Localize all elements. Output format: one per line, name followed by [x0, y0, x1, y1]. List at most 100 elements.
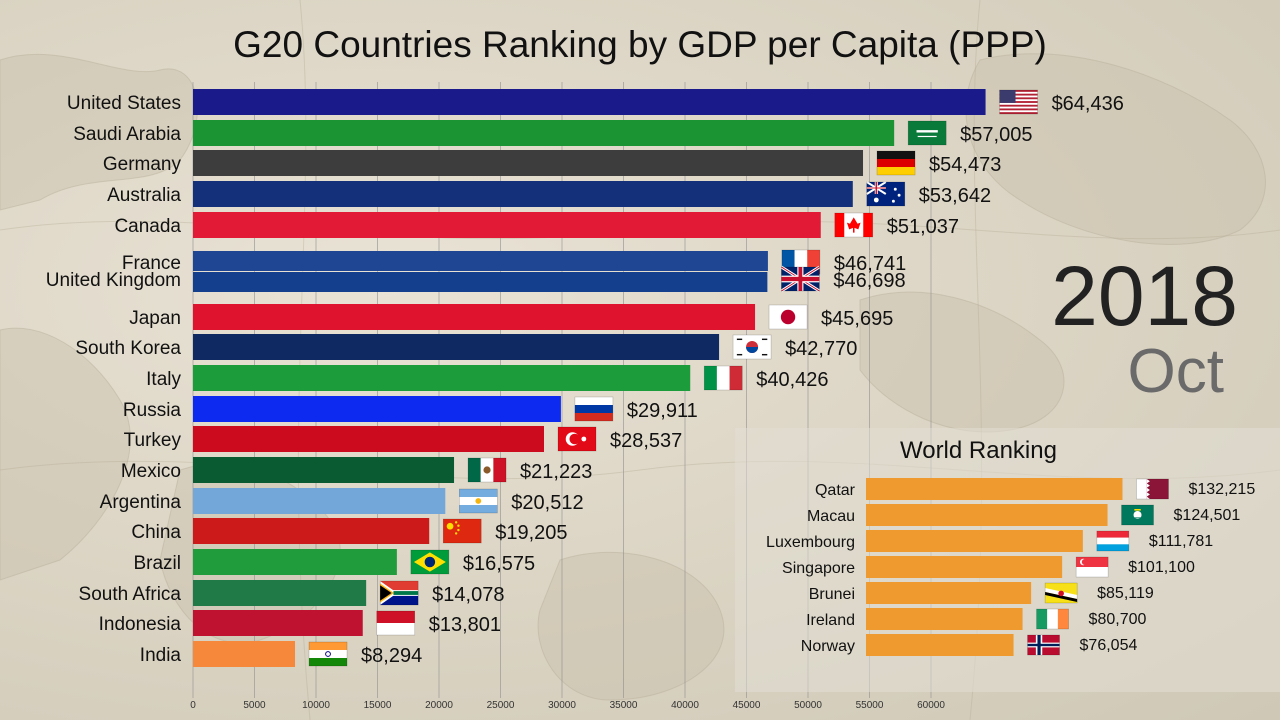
- x-tick-label: 55000: [856, 700, 884, 711]
- bar: [193, 334, 720, 360]
- category-label: Germany: [103, 154, 182, 175]
- bar: [193, 457, 455, 483]
- bar: [193, 304, 756, 330]
- world-value-label: $124,501: [1174, 507, 1241, 524]
- category-label: Argentina: [100, 492, 182, 513]
- world-value-label: $80,700: [1089, 611, 1147, 628]
- category-label: United States: [67, 93, 181, 114]
- bar: [193, 120, 895, 146]
- turkey-flag-icon: [557, 426, 597, 452]
- category-label: Japan: [129, 308, 181, 329]
- x-tick-label: 50000: [794, 700, 822, 711]
- world-ranking-title: World Ranking: [900, 437, 1057, 464]
- value-label: $19,205: [495, 522, 567, 544]
- bar: [193, 396, 561, 422]
- value-label: $40,426: [756, 369, 828, 391]
- value-label: $46,698: [833, 270, 905, 292]
- month-label: Oct: [1127, 337, 1224, 406]
- world-category-label: Singapore: [782, 560, 855, 577]
- value-label: $46,741: [834, 253, 906, 275]
- bar: [193, 365, 691, 391]
- bar: [193, 580, 367, 606]
- south-korea-flag-icon: [732, 334, 772, 360]
- x-tick-label: 0: [190, 700, 196, 711]
- norway-flag-icon: [1027, 634, 1060, 656]
- value-label: $57,005: [960, 124, 1032, 146]
- brunei-flag-icon: [1044, 582, 1078, 604]
- bar: [193, 272, 768, 292]
- indonesia-flag-icon: [376, 610, 416, 636]
- world-value-label: $132,215: [1188, 481, 1255, 498]
- category-label: South Korea: [75, 338, 181, 359]
- india-flag-icon: [308, 641, 348, 667]
- italy-flag-icon: [703, 365, 743, 391]
- x-tick-label: 5000: [243, 700, 266, 711]
- saudi-arabia-flag-icon: [907, 120, 947, 146]
- world-bar: [866, 556, 1063, 578]
- canada-flag-icon: [834, 212, 874, 238]
- value-label: $42,770: [785, 338, 857, 360]
- category-label: Turkey: [124, 430, 182, 451]
- germany-flag-icon: [876, 150, 916, 176]
- bar: [193, 212, 821, 238]
- bar: [193, 488, 446, 514]
- bar: [193, 181, 853, 207]
- world-bar: [866, 504, 1108, 526]
- category-label: Italy: [146, 369, 181, 390]
- world-bar: [866, 478, 1123, 500]
- year-label: 2018: [1051, 249, 1238, 343]
- x-tick-label: 60000: [917, 700, 945, 711]
- category-label: Australia: [107, 185, 181, 206]
- world-category-label: Brunei: [809, 586, 855, 603]
- qatar-flag-icon: [1136, 478, 1169, 500]
- value-label: $13,801: [429, 614, 501, 636]
- singapore-flag-icon: [1075, 556, 1109, 578]
- world-bar: [866, 608, 1023, 630]
- category-label: South Africa: [79, 584, 182, 605]
- macau-flag-icon: [1121, 504, 1154, 526]
- world-bar: [866, 530, 1083, 552]
- x-tick-label: 45000: [733, 700, 761, 711]
- value-label: $8,294: [361, 645, 422, 667]
- value-label: $64,436: [1052, 93, 1124, 115]
- world-value-label: $85,119: [1097, 585, 1154, 602]
- category-label: Russia: [123, 400, 182, 421]
- value-label: $14,078: [432, 584, 504, 606]
- world-category-label: Macau: [807, 508, 855, 525]
- south-africa-flag-icon: [379, 580, 419, 606]
- x-tick-label: 20000: [425, 700, 453, 711]
- world-value-label: $76,054: [1080, 637, 1138, 654]
- australia-flag-icon: [866, 181, 906, 207]
- argentina-flag-icon: [458, 488, 498, 514]
- united-kingdom-flag-icon: [780, 265, 821, 293]
- value-label: $51,037: [887, 216, 959, 238]
- bar: [193, 549, 397, 575]
- bar: [193, 610, 363, 636]
- category-label: France: [122, 253, 181, 274]
- world-value-label: $111,781: [1149, 533, 1213, 550]
- world-category-label: Luxembourg: [766, 534, 855, 551]
- bar: [193, 518, 430, 544]
- value-label: $16,575: [463, 553, 535, 575]
- world-value-label: $101,100: [1128, 559, 1195, 576]
- china-flag-icon: [442, 518, 482, 544]
- category-label: Mexico: [121, 461, 181, 482]
- brazil-flag-icon: [410, 549, 450, 575]
- value-label: $45,695: [821, 308, 893, 330]
- category-label: Brazil: [133, 553, 181, 574]
- x-tick-label: 10000: [302, 700, 330, 711]
- bar: [193, 251, 768, 271]
- world-category-label: Qatar: [815, 482, 856, 499]
- value-label: $20,512: [511, 492, 583, 514]
- value-label: $54,473: [929, 154, 1001, 176]
- bar: [193, 641, 296, 667]
- x-tick-label: 15000: [364, 700, 392, 711]
- x-tick-label: 25000: [487, 700, 515, 711]
- value-label: $53,642: [919, 185, 991, 207]
- value-label: $21,223: [520, 461, 592, 483]
- world-category-label: Ireland: [806, 612, 855, 629]
- russia-flag-icon: [574, 396, 614, 422]
- x-tick-label: 30000: [548, 700, 576, 711]
